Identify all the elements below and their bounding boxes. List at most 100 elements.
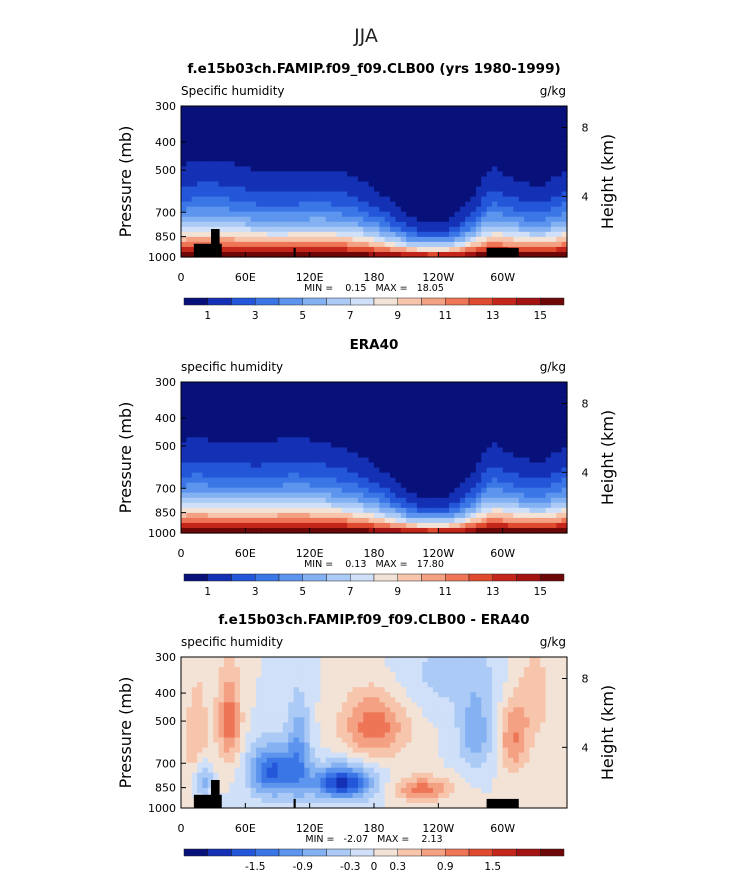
contour-cell: [272, 161, 279, 167]
contour-cell: [465, 211, 472, 218]
contour-cell: [513, 201, 520, 208]
contour-cell: [379, 397, 386, 403]
contour-cell: [374, 161, 380, 167]
contour-cell: [363, 427, 370, 433]
contour-cell: [223, 452, 230, 459]
contour-cell: [325, 392, 332, 398]
contour-cell: [288, 497, 295, 504]
contour-cell: [197, 126, 204, 132]
contour-cell: [282, 231, 289, 238]
contour-cell: [266, 397, 273, 403]
contour-cell: [245, 507, 252, 514]
contour-cell: [309, 126, 316, 132]
contour-cell: [475, 462, 482, 469]
contour-cell: [406, 502, 413, 509]
contour-cell: [454, 156, 461, 162]
contour-cell: [545, 251, 552, 258]
contour-cell: [218, 417, 225, 423]
contour-cell: [502, 522, 509, 529]
contour-cell: [449, 206, 456, 213]
contour-cell: [298, 432, 305, 438]
contour-cell: [556, 206, 563, 213]
contour-cell: [508, 462, 514, 469]
contour-cell: [561, 667, 568, 673]
contour-cell: [207, 221, 214, 228]
contour-cell: [229, 186, 236, 193]
contour-cell: [298, 186, 305, 193]
contour-cell: [213, 672, 220, 678]
contour-cell: [298, 131, 305, 137]
contour-cell: [352, 457, 359, 464]
contour-cell: [352, 397, 359, 403]
contour-cell: [491, 397, 498, 403]
contour-cell: [561, 482, 568, 489]
contour-cell: [400, 156, 407, 162]
contour-cell: [352, 482, 359, 489]
contour-cell: [438, 682, 445, 688]
contour-cell: [513, 522, 520, 529]
contour-cell: [250, 136, 257, 142]
contour-cell: [272, 206, 279, 213]
contour-cell: [368, 472, 375, 479]
contour-cell: [524, 156, 531, 162]
contour-cell: [390, 201, 397, 208]
contour-cell: [545, 131, 552, 137]
contour-cell: [508, 111, 514, 117]
contour-cell: [374, 241, 380, 248]
contour-cell: [561, 487, 568, 494]
contour-cell: [320, 402, 327, 408]
contour-cell: [186, 457, 193, 464]
contour-cell: [454, 171, 461, 178]
contour-cell: [298, 417, 305, 423]
contour-cell: [223, 111, 230, 117]
contour-cell: [449, 427, 456, 433]
contour-cell: [491, 472, 498, 479]
contour-cell: [336, 502, 343, 509]
contour-cell: [491, 677, 498, 683]
contour-cell: [315, 221, 321, 228]
contour-cell: [529, 517, 536, 524]
contour-cell: [550, 462, 557, 469]
contour-cell: [524, 482, 531, 489]
contour-cell: [213, 151, 220, 157]
contour-cell: [545, 527, 552, 534]
colorbar-swatch: [278, 297, 303, 306]
contour-cell: [336, 181, 343, 188]
x-tick-label: 0: [178, 271, 185, 284]
contour-cell: [449, 457, 456, 464]
contour-cell: [529, 407, 536, 413]
contour-cell: [508, 682, 514, 688]
contour-cell: [197, 141, 204, 147]
contour-cell: [534, 231, 541, 238]
contour-cell: [459, 677, 466, 683]
contour-cell: [513, 477, 520, 484]
contour-cell: [379, 201, 386, 208]
contour-cell: [481, 221, 488, 228]
contour-cell: [223, 472, 230, 479]
contour-cell: [368, 417, 375, 423]
contour-cell: [229, 447, 236, 454]
contour-cell: [406, 211, 413, 218]
contour-cell: [454, 422, 461, 428]
contour-cell: [443, 387, 450, 393]
contour-cell: [229, 497, 236, 504]
contour-cell: [427, 236, 434, 243]
contour-cell: [556, 502, 563, 509]
contour-cell: [416, 662, 423, 668]
contour-cell: [470, 417, 477, 423]
contour-cell: [502, 221, 509, 228]
contour-cell: [416, 462, 423, 469]
contour-cell: [298, 477, 305, 484]
contour-cell: [352, 437, 359, 443]
contour-cell: [454, 146, 461, 152]
contour-cell: [491, 682, 498, 688]
contour-cell: [229, 692, 236, 698]
contour-cell: [379, 487, 386, 494]
contour-cell: [432, 477, 439, 484]
contour-cell: [406, 457, 413, 464]
contour-cell: [497, 216, 504, 223]
contour-cell: [454, 236, 461, 243]
contour-cell: [272, 402, 279, 408]
contour-cell: [256, 442, 263, 449]
contour-cell: [486, 422, 493, 428]
